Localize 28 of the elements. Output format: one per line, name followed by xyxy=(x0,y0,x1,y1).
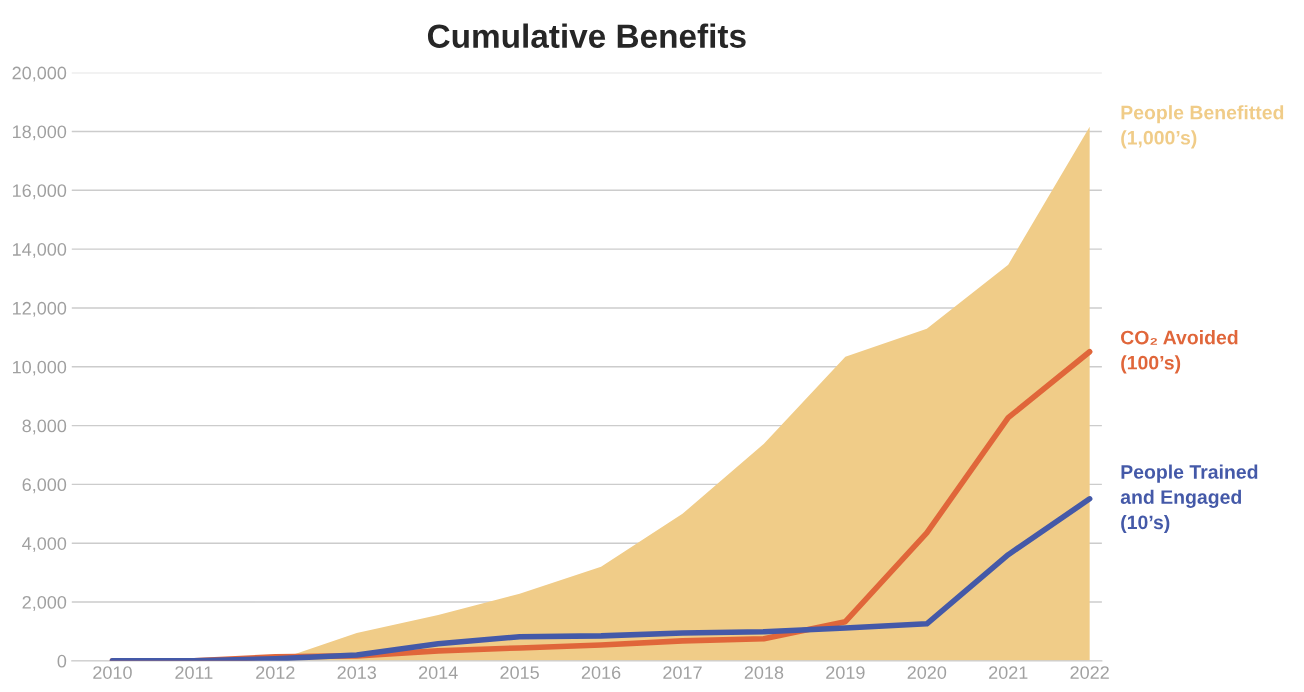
x-tick-label: 2016 xyxy=(581,666,621,679)
x-tick-label: 2013 xyxy=(337,666,377,679)
y-tick-label: 8,000 xyxy=(22,419,67,435)
y-tick-label: 16,000 xyxy=(13,184,67,200)
x-tick-label: 2018 xyxy=(744,666,784,679)
x-tick-label: 2011 xyxy=(175,666,213,679)
y-tick-label: 12,000 xyxy=(13,301,67,317)
y-tick-label: 0 xyxy=(57,654,67,668)
x-tick-label: 2020 xyxy=(907,666,947,679)
series-label: People Benefitted (1,000’s) xyxy=(1121,105,1284,149)
x-tick-label: 2014 xyxy=(419,666,458,679)
y-tick-label: 18,000 xyxy=(13,125,67,141)
series-label: CO₂ Avoided (100’s) xyxy=(1121,330,1238,374)
x-tick-label: 2017 xyxy=(663,666,702,679)
chart-title: Cumulative Benefits xyxy=(427,23,746,48)
y-tick-label: 14,000 xyxy=(13,243,67,258)
y-tick-label: 6,000 xyxy=(22,478,67,494)
x-tick-label: 2022 xyxy=(1070,666,1109,679)
y-tick-label: 4,000 xyxy=(22,537,67,553)
x-tick-label: 2021 xyxy=(989,666,1028,679)
x-tick-label: 2015 xyxy=(500,666,539,679)
y-tick-label: 2,000 xyxy=(22,595,67,611)
y-tick-label: 10,000 xyxy=(13,360,67,376)
y-tick-label: 20,000 xyxy=(12,66,67,82)
x-tick-label: 2010 xyxy=(93,666,132,679)
series-label: People Trained and Engaged (10’s) xyxy=(1120,464,1258,534)
x-tick-label: 2012 xyxy=(256,666,295,679)
x-tick-label: 2019 xyxy=(826,666,865,679)
